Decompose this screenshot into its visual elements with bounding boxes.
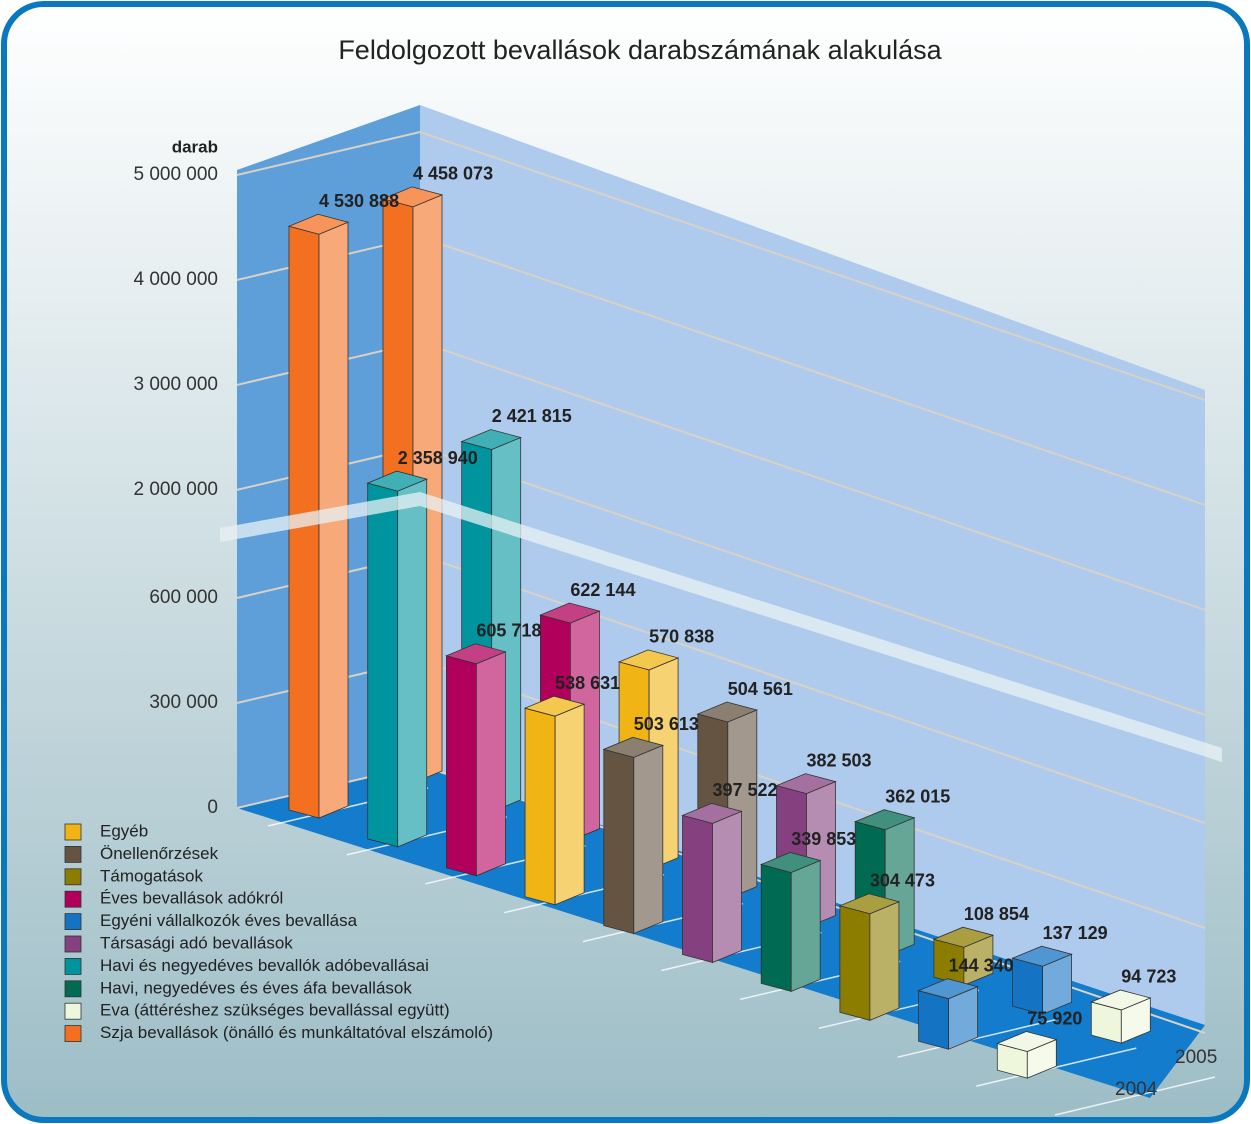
legend-label: Szja bevallások (önálló és munkáltatóval… [100, 1023, 493, 1042]
value-label: 4 530 888 [319, 191, 399, 211]
value-label: 538 631 [555, 673, 620, 693]
legend-swatch [64, 935, 82, 953]
value-label: 137 129 [1043, 923, 1108, 943]
bar-top [1011, 945, 1073, 967]
bar-top [617, 649, 680, 671]
bar-side [475, 651, 506, 877]
bar-top [775, 773, 837, 795]
value-label: 144 340 [949, 955, 1014, 975]
bar-top [287, 213, 350, 235]
bar-top [523, 695, 586, 717]
value-label: 605 718 [476, 621, 541, 641]
bar-top [838, 893, 901, 915]
legend-swatch [64, 958, 82, 975]
bar-side [397, 478, 428, 848]
bar-top [366, 470, 428, 492]
bar-face [918, 990, 949, 1050]
bar-top [539, 602, 601, 624]
value-label: 362 015 [885, 786, 950, 806]
legend-label: Társasági adó bevallások [100, 933, 293, 952]
legend-label: Éves bevallások adókról [100, 889, 283, 908]
floor-line [897, 1018, 1058, 1058]
value-label: 94 723 [1121, 967, 1176, 987]
bar-side [712, 810, 742, 964]
bar-face [367, 482, 399, 848]
y-tick-label: 600 000 [149, 587, 218, 608]
axis-break [220, 492, 1222, 762]
bars [287, 186, 1152, 1079]
value-label: 2 358 940 [398, 448, 478, 468]
value-label: 108 854 [964, 904, 1029, 924]
legend-swatch [64, 846, 82, 863]
value-label: 304 473 [870, 870, 935, 890]
y-tick-label: 2 000 000 [133, 479, 218, 500]
bar-top [460, 429, 522, 450]
bar-face [524, 707, 556, 906]
bar-face [1012, 957, 1043, 1015]
bar-top [1090, 989, 1152, 1011]
legend-swatch [64, 980, 82, 998]
value-label: 503 613 [634, 714, 699, 734]
bar-face [603, 748, 635, 935]
y-axis-label: darab [172, 137, 218, 156]
bar-top [932, 926, 995, 948]
floor-line [1054, 1076, 1216, 1116]
bar-top [381, 186, 444, 208]
bar-face [682, 814, 713, 964]
legend-label: Egyéni vállalkozók éves bevallása [100, 911, 358, 930]
legend-label: Önellenőrzések [100, 844, 219, 863]
bar-side [869, 901, 900, 1021]
y-tick-label: 3 000 000 [133, 374, 218, 395]
series-label: 2005 [1175, 1047, 1217, 1068]
y-tick-label: 0 [207, 797, 218, 818]
legend-label: Egyéb [100, 821, 148, 840]
legend: Egyéb Önellenőrzések Támogatások Éves beval… [64, 821, 493, 1042]
legend-swatch [64, 890, 82, 908]
y-tick-label: 5 000 000 [133, 164, 218, 185]
legend-swatch [64, 1025, 82, 1042]
legend-swatch [64, 1002, 82, 1020]
legend-label: Eva (áttéréshez szükséges bevallással eg… [100, 1001, 450, 1020]
value-label: 339 853 [791, 829, 856, 849]
legend-label: Havi és negyedéves bevallók adóbevallása… [100, 956, 429, 975]
value-label: 75 920 [1027, 1008, 1082, 1028]
bar-top [696, 701, 759, 723]
bar-side [633, 744, 664, 935]
value-label: 570 838 [649, 627, 714, 647]
bar-face [760, 863, 792, 992]
bar-side [790, 859, 821, 992]
value-label: 504 561 [728, 679, 793, 699]
value-label: 622 144 [570, 580, 635, 600]
series-label: 2004 [1115, 1079, 1158, 1100]
legend-swatch [64, 823, 82, 841]
value-label: 2 421 815 [492, 406, 572, 426]
legend-label: Támogatások [100, 866, 203, 885]
floor-line [976, 1047, 1137, 1087]
bar-top [681, 802, 743, 824]
bar-top [996, 1031, 1058, 1052]
legend-swatch [64, 868, 82, 886]
legend-label: Havi, negyedéves és éves áfa bevallások [100, 978, 412, 997]
bar-top [917, 978, 979, 1000]
bar-face [445, 655, 477, 877]
chart-title: Feldolgozott bevallások darabszámának al… [338, 35, 942, 65]
y-tick-label: 300 000 [149, 692, 218, 713]
value-label: 4 458 073 [413, 164, 493, 184]
labels: 4 458 073 2 421 815 622 144 570 838 504 561 3… [319, 164, 1176, 1029]
bar-face [839, 905, 871, 1021]
y-tick-label: 4 000 000 [133, 269, 218, 290]
grid-line [236, 130, 1206, 401]
bar-top [853, 809, 916, 831]
bar-top [759, 852, 822, 873]
value-label: 382 503 [807, 750, 872, 770]
legend-swatch [64, 913, 82, 930]
bar-side [554, 703, 585, 906]
value-label: 397 522 [713, 780, 778, 800]
bar-top [445, 643, 507, 665]
bar-top [602, 736, 665, 758]
